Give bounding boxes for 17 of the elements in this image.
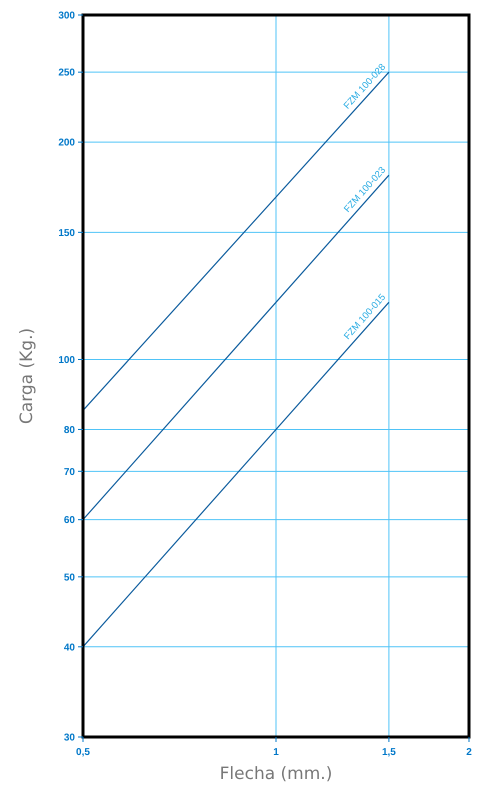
y-tick-label: 100 [58, 354, 76, 366]
y-tick-label: 200 [58, 138, 76, 149]
y-tick-label: 30 [64, 732, 76, 744]
x-tick-label: 1,5 [382, 747, 396, 758]
y-tick-label: 80 [64, 424, 76, 436]
x-axis-title: Flecha (mm.) [220, 764, 332, 784]
x-tick-label: 1 [273, 747, 280, 758]
y-tick-label: 250 [58, 68, 76, 79]
y-tick-label: 300 [58, 10, 76, 22]
x-tick-label: 0,5 [76, 747, 90, 758]
y-tick-label: 70 [64, 466, 76, 478]
y-tick-label: 40 [64, 642, 76, 654]
y-tick-label: 50 [64, 572, 76, 584]
y-axis-title: Carga (Kg.) [17, 328, 37, 424]
y-tick-label: 60 [64, 515, 76, 526]
y-tick-label: 150 [58, 228, 76, 239]
x-tick-label: 2 [466, 747, 472, 758]
